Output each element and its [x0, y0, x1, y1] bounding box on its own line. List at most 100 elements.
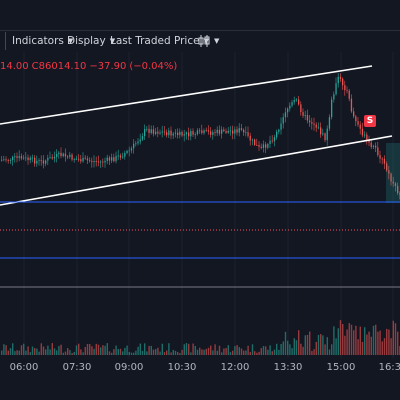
candle-body [212, 132, 214, 135]
price-source-label: Last Traded Price [110, 35, 200, 47]
candle-body [262, 144, 265, 148]
volume-bar [342, 323, 344, 355]
volume-bar [174, 350, 177, 355]
chart-type-button[interactable]: ▼ [198, 33, 219, 49]
volume-bar [18, 350, 20, 355]
candle-body [223, 129, 225, 132]
candle-body [102, 161, 104, 163]
candle-body [124, 153, 126, 157]
sell-marker[interactable]: S [364, 115, 376, 127]
volume-bar [80, 349, 82, 355]
price-chart[interactable] [0, 52, 400, 358]
volume-bar [196, 349, 199, 355]
candle-body [177, 132, 179, 136]
candle-body [16, 156, 18, 158]
candle-body [40, 160, 42, 162]
candle-body [320, 127, 322, 135]
candle-body [390, 173, 392, 182]
candle-body [328, 117, 331, 129]
volume-bar [394, 323, 397, 355]
candle-body [27, 157, 29, 161]
candle-body [366, 134, 368, 141]
volume-bar [67, 348, 69, 355]
volume-bar [216, 350, 218, 355]
candle-body [344, 85, 346, 91]
candle-body [300, 104, 302, 113]
volume-bar [357, 339, 359, 355]
volume-bar [372, 325, 375, 355]
candle-body [64, 153, 67, 157]
candle-body [172, 133, 174, 136]
candle-body [60, 152, 62, 157]
volume-bar [210, 345, 212, 355]
volume-bar [324, 344, 326, 355]
candle-body [185, 132, 188, 135]
volume-bar [254, 351, 256, 355]
volume-bar [298, 330, 300, 355]
volume-bar [218, 345, 221, 355]
volume-bar [141, 350, 144, 355]
volume-bar [161, 343, 163, 355]
candle-body [218, 129, 221, 134]
candle-body [56, 154, 58, 157]
candle-body [7, 159, 9, 161]
candle-body [359, 124, 361, 129]
volume-bar [243, 350, 245, 355]
legend-change: −37.90 [89, 61, 127, 72]
candle-body [247, 132, 249, 136]
candle-body [216, 129, 218, 133]
candle-body [78, 158, 80, 160]
volume-bar [379, 330, 381, 355]
volume-bar [214, 344, 216, 355]
volume-bar [333, 326, 335, 355]
indicators-button[interactable]: Indicators ▼ [12, 33, 73, 49]
candle-body [368, 140, 370, 143]
volume-bar [192, 343, 194, 355]
candle-body [157, 131, 159, 134]
candle-body [267, 144, 269, 148]
volume-bar [38, 351, 40, 355]
volume-bar [227, 345, 229, 355]
candle-body [67, 156, 69, 158]
volume-bar [34, 348, 36, 355]
candle-body [276, 131, 278, 138]
volume-bar [232, 350, 234, 355]
candle-body [335, 83, 337, 95]
volume-bar [45, 349, 47, 355]
volume-bar [62, 352, 64, 355]
candle-body [29, 157, 31, 161]
volume-bar [355, 325, 357, 355]
volume-bar [306, 334, 309, 355]
volume-bar [115, 345, 117, 355]
display-button[interactable]: Display ▼ [67, 33, 115, 49]
volume-bar [51, 343, 53, 355]
candle-body [355, 116, 357, 122]
candle-body [179, 131, 181, 136]
volume-bar [12, 343, 14, 355]
candle-body [375, 145, 377, 148]
volume-bar [269, 345, 271, 355]
candle-body [144, 129, 146, 137]
candle-body [128, 150, 130, 152]
volume-bar [117, 349, 119, 355]
display-label: Display [67, 35, 106, 47]
candle-body [245, 132, 247, 134]
volume-bar [203, 349, 205, 355]
volume-bar [130, 352, 133, 355]
time-tick: 13:30 [273, 362, 303, 373]
price-source-button[interactable]: Last Traded Price ▼ [110, 33, 209, 49]
candle-body [73, 159, 75, 160]
volume-bar [177, 352, 179, 355]
legend-low-value: 14.00 [0, 61, 29, 72]
candle-body [372, 145, 375, 147]
volume-bar [75, 345, 78, 355]
volume-bar [16, 350, 18, 355]
candle-body [256, 144, 258, 146]
volume-bar [344, 335, 346, 355]
volume-bar [370, 336, 372, 355]
volume-bar [97, 344, 100, 355]
candle-body [229, 130, 232, 132]
volume-bar [392, 320, 394, 355]
candle-body [159, 132, 161, 134]
channel-lower-line [0, 135, 393, 206]
